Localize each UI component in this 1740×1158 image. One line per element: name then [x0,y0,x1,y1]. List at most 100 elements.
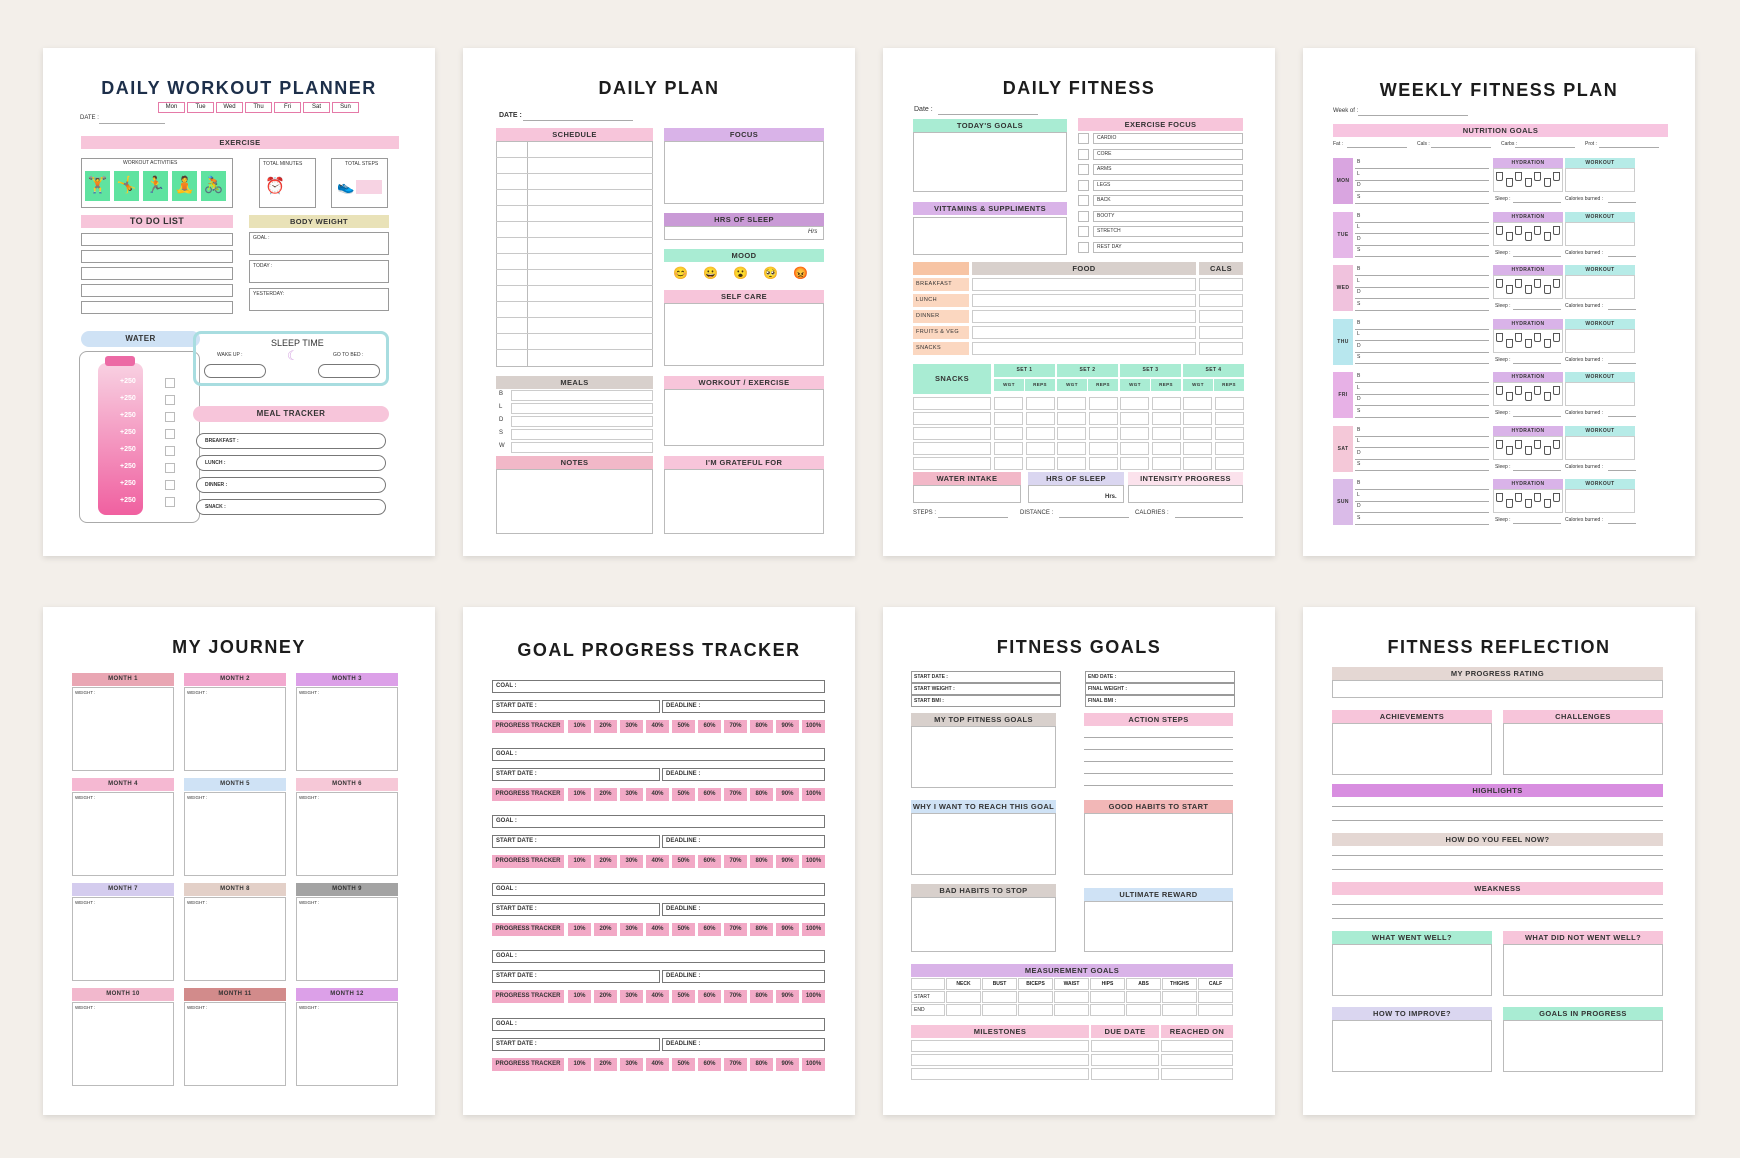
progress-cell[interactable]: 100% [802,720,825,733]
water-checkbox[interactable] [165,378,175,388]
reached-on-cell[interactable] [1161,1054,1233,1066]
focus-box[interactable] [664,141,824,204]
set-cell[interactable] [1120,397,1149,410]
workout-box[interactable] [1565,435,1635,460]
food-cell[interactable] [972,326,1196,339]
meal-line[interactable] [511,416,653,427]
in-progress-box[interactable] [1503,1020,1663,1072]
workout-box[interactable] [1565,221,1635,246]
progress-cell[interactable]: 40% [646,855,669,868]
measure-cell[interactable] [1018,991,1053,1003]
progress-cell[interactable]: 70% [724,922,747,936]
action-line[interactable] [1084,737,1233,738]
schedule-row[interactable] [496,301,653,302]
water-glass-icon[interactable] [1496,332,1503,342]
progress-cell[interactable]: 10% [568,922,591,936]
schedule-row[interactable] [496,173,653,174]
progress-cell[interactable]: 80% [750,990,773,1003]
good-habits-box[interactable] [1084,813,1233,875]
mood-icon[interactable]: 😮 [733,266,748,280]
meal-field[interactable] [196,455,386,471]
progress-cell[interactable]: 30% [620,1057,643,1071]
set-cell[interactable] [1183,457,1212,470]
bad-habits-box[interactable] [911,897,1056,952]
water-glass-icon[interactable] [1496,279,1503,288]
set-cell[interactable] [1120,442,1149,455]
milestone-cell[interactable] [911,1068,1089,1080]
due-date-cell[interactable] [1091,1054,1159,1066]
set-cell[interactable] [1025,427,1055,440]
water-glass-icon[interactable] [1534,279,1541,288]
water-glass-icon[interactable] [1496,386,1503,395]
goal-field[interactable] [492,1017,825,1031]
measure-cell[interactable] [1018,1004,1053,1016]
start-date-field[interactable] [492,970,660,983]
goal-field[interactable] [492,882,825,896]
steps-line[interactable] [938,517,1008,518]
water-glass-icon[interactable] [1524,499,1532,508]
start-date-field[interactable] [492,835,660,848]
due-date-cell[interactable] [1091,1040,1159,1052]
deadline-field[interactable] [662,970,825,983]
meal-line[interactable] [1355,233,1489,234]
month-box[interactable] [296,897,398,981]
total-minutes-box[interactable] [259,158,316,208]
progress-cell[interactable]: 60% [698,720,721,733]
set-cell[interactable] [1088,442,1118,455]
water-glass-icon[interactable] [1534,439,1541,449]
water-checkbox[interactable] [165,480,175,490]
goal-field[interactable] [249,232,389,255]
water-glass-icon[interactable] [1534,386,1541,395]
goal-field[interactable] [492,680,825,693]
water-glass-icon[interactable] [1534,225,1541,235]
progress-cell[interactable]: 10% [568,720,591,733]
month-box[interactable] [184,792,286,876]
progress-cell[interactable]: 10% [568,1057,591,1071]
progress-cell[interactable]: 90% [776,1057,799,1071]
date-line[interactable] [938,114,1038,115]
progress-cell[interactable]: 20% [594,855,617,868]
progress-cell[interactable]: 20% [594,720,617,733]
measure-cell[interactable] [946,1004,981,1016]
meal-line[interactable] [1355,221,1489,223]
meal-line[interactable] [1355,179,1489,181]
water-checkbox[interactable] [165,446,175,456]
day-option[interactable]: Wed [216,102,243,113]
set-cell[interactable] [1120,427,1149,440]
focus-checkbox[interactable] [1078,241,1089,253]
set-cell[interactable] [1214,412,1244,425]
water-glass-icon[interactable] [1505,285,1513,294]
schedule-row[interactable] [496,205,653,206]
mood-icon[interactable]: 😀 [703,266,718,280]
set-cell[interactable] [1088,427,1118,440]
action-line[interactable] [1084,761,1233,762]
bed-time-field[interactable] [318,364,380,378]
water-glass-icon[interactable] [1524,445,1532,455]
meal-line[interactable] [1355,512,1489,513]
focus-checkbox[interactable] [1078,133,1089,144]
progress-cell[interactable]: 70% [724,855,747,868]
improve-box[interactable] [1332,1020,1492,1072]
set-cell[interactable] [1183,427,1212,440]
water-glass-icon[interactable] [1534,332,1541,342]
water-glass-icon[interactable] [1543,231,1551,241]
progress-cell[interactable]: 20% [594,787,617,801]
month-box[interactable] [72,897,174,981]
progress-cell[interactable]: 70% [724,1057,747,1071]
vitamins-box[interactable] [913,217,1067,255]
water-glass-icon[interactable] [1515,386,1522,395]
todo-line[interactable] [81,233,233,246]
schedule-row[interactable] [496,221,653,222]
water-glass-icon[interactable] [1496,439,1503,449]
water-glass-icon[interactable] [1524,231,1532,241]
sleep-line[interactable] [1513,362,1561,364]
distance-line[interactable] [1059,517,1129,518]
meal-field[interactable] [196,433,386,449]
measure-cell[interactable] [946,991,981,1003]
meal-line[interactable] [1355,393,1489,395]
set-cell[interactable] [1151,442,1181,455]
progress-cell[interactable]: 80% [750,922,773,936]
set-cell[interactable] [1214,442,1244,455]
progress-cell[interactable]: 60% [698,990,721,1003]
goal-field[interactable] [492,815,825,828]
